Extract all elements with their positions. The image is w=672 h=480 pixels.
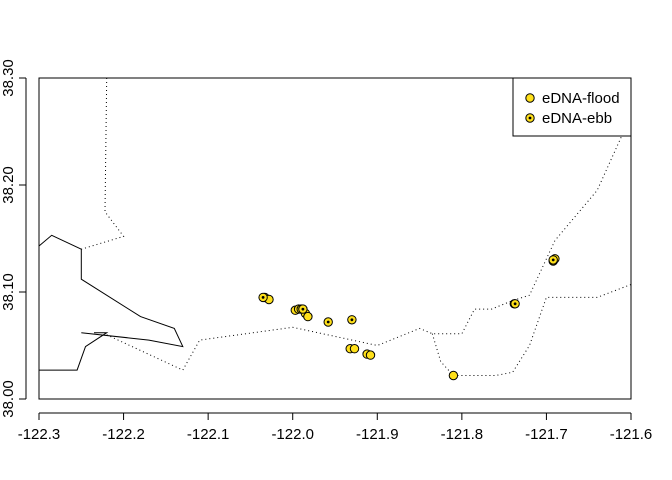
map-lines-layer xyxy=(39,78,631,376)
legend-marker-flood xyxy=(525,93,535,103)
y-tick-label: 38.00 xyxy=(0,380,17,418)
x-tick-label: -121.9 xyxy=(356,426,399,443)
x-tick-label: -121.8 xyxy=(441,426,484,443)
data-point-ebb xyxy=(323,317,333,327)
legend: eDNA-flood eDNA-ebb xyxy=(512,77,632,137)
x-tick-label: -122.2 xyxy=(102,426,145,443)
data-point-ebb xyxy=(298,304,308,314)
x-tick-label: -122.3 xyxy=(18,426,61,443)
data-point-ebb xyxy=(548,255,558,265)
points-layer xyxy=(258,254,560,381)
legend-marker-ebb-dot xyxy=(528,116,532,120)
x-tick-label: -121.7 xyxy=(525,426,568,443)
legend-label-ebb: eDNA-ebb xyxy=(542,110,612,127)
x-tick-label: -122.1 xyxy=(187,426,230,443)
data-point-ebb xyxy=(258,292,268,303)
x-tick-label: -121.6 xyxy=(610,426,653,443)
data-point-flood xyxy=(448,370,459,381)
y-tick-label: 38.10 xyxy=(0,273,17,311)
map-line-solid xyxy=(39,332,109,371)
y-tick-label: 38.20 xyxy=(0,166,17,204)
y-tick-label: 38.30 xyxy=(0,59,17,97)
legend-box xyxy=(512,77,632,137)
data-point-ebb xyxy=(510,299,520,309)
x-tick-label: -122.0 xyxy=(271,426,314,443)
map-line-dotted xyxy=(431,284,631,376)
legend-label-flood: eDNA-flood xyxy=(542,90,620,107)
data-point-flood xyxy=(303,311,313,322)
plot-frame xyxy=(38,77,632,400)
map-line-dotted xyxy=(106,115,631,371)
data-point-flood xyxy=(349,344,360,354)
map-line-solid xyxy=(39,234,184,348)
axes-layer: -122.3 -122.2 -122.1 -122.0 -121.9 -121.8 -121… xyxy=(0,59,652,443)
map-line-dotted xyxy=(81,78,125,250)
data-point-flood xyxy=(365,350,376,360)
data-point-ebb xyxy=(347,315,357,325)
